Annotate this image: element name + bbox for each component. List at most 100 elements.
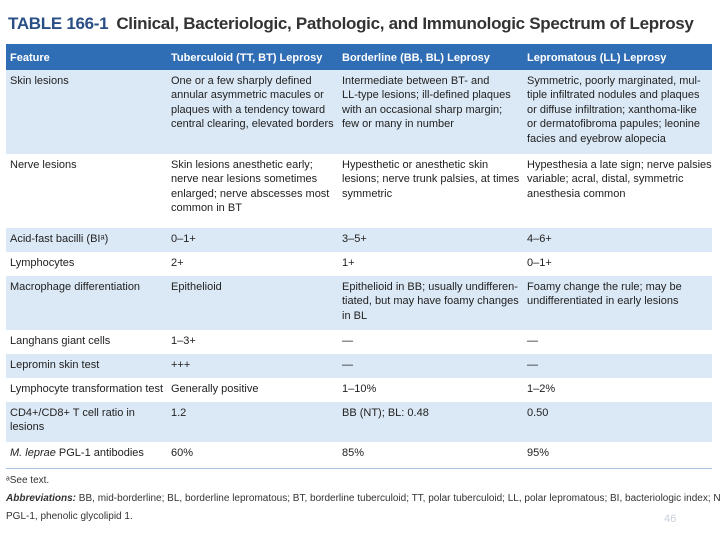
cell-line: nerve near lesions sometimes bbox=[171, 173, 318, 186]
table-cell: Acid-fast bacilli (BIᵃ) bbox=[10, 232, 108, 246]
cell-line: +++ bbox=[171, 359, 191, 371]
table-cell: 0–1+ bbox=[171, 232, 196, 246]
cell-line: Epithelioid bbox=[171, 281, 222, 293]
table-cell: 1+ bbox=[342, 256, 355, 270]
cell-line: plaques with a tendency toward bbox=[171, 103, 326, 116]
table-row: Lepromin skin test +++ — — bbox=[6, 354, 712, 379]
table-cell: Foamy change the rule; may be undifferent… bbox=[527, 280, 682, 309]
table-cell: 0.50 bbox=[527, 406, 548, 420]
table-cell: 95% bbox=[527, 446, 549, 460]
cell-line: Acid-fast bacilli (BIᵃ) bbox=[10, 233, 109, 245]
cell-line: Lymphocyte transformation test bbox=[10, 383, 164, 395]
table-cell: Generally positive bbox=[171, 382, 258, 396]
abbreviations-text: PGL-1, phenolic glycolipid 1. bbox=[6, 511, 133, 522]
table-row: CD4+/CD8+ T cell ratio in lesions 1.2 BB (N… bbox=[6, 402, 712, 443]
cell-line: central clearing, elevated borders bbox=[171, 118, 334, 131]
table-cell: 60% bbox=[171, 446, 193, 460]
footnote: ᵃSee text. bbox=[6, 475, 50, 486]
abbreviations-label: Abbreviations: bbox=[6, 493, 77, 504]
table-cell: CD4+/CD8+ T cell ratio in lesions bbox=[10, 406, 135, 435]
title-text: Clinical, Bacteriologic, Pathologic, and… bbox=[116, 14, 694, 33]
cell-line: Epithelioid in BB; usually undifferen- bbox=[342, 281, 518, 293]
table-cell: Epithelioid bbox=[171, 280, 222, 294]
cell-line: 4–6+ bbox=[527, 233, 552, 245]
cell-line: with an occasional sharp margin; bbox=[342, 103, 503, 116]
table-cell: Intermediate between BT- and LL-type lesi… bbox=[342, 74, 511, 132]
table-row: M. leprae PGL-1 antibodies 60% 85% 95% bbox=[6, 442, 712, 469]
table-row: Langhans giant cells 1–3+ — — bbox=[6, 330, 712, 355]
table-cell: — bbox=[342, 334, 353, 348]
table-row: Nerve lesions Skin lesions anesthetic ear… bbox=[6, 154, 712, 229]
table-cell: Hypesthetic or anesthetic skin lesions; n… bbox=[342, 158, 519, 201]
cell-line: variable; acral, distal, symmetric bbox=[527, 173, 684, 186]
table-cell: 1–3+ bbox=[171, 334, 196, 348]
cell-line: Lymphocytes bbox=[10, 257, 75, 269]
table-cell: — bbox=[527, 334, 538, 348]
cell-line: — bbox=[342, 335, 353, 347]
cell-line: enlarged; nerve abscesses most bbox=[171, 187, 330, 200]
cell-line: 1–10% bbox=[342, 383, 377, 395]
cell-line: 0–1+ bbox=[527, 257, 552, 269]
cell-line: — bbox=[527, 335, 538, 347]
cell-line: 1–3+ bbox=[171, 335, 196, 347]
cell-line: — bbox=[527, 359, 538, 371]
cell-line: Symmetric, poorly marginated, mul- bbox=[527, 75, 701, 87]
cell-line: Langhans giant cells bbox=[10, 335, 111, 347]
cell-line: Hypesthesia a late sign; nerve palsies bbox=[527, 159, 712, 171]
cell-line: One or a few sharply defined bbox=[171, 75, 312, 87]
page-number: 46 bbox=[664, 513, 677, 525]
cell-line: 1.2 bbox=[171, 407, 187, 419]
cell-line: M. leprae PGL-1 antibodies bbox=[10, 447, 144, 459]
cell-line: or diffuse infiltration; xanthoma-like bbox=[527, 103, 697, 116]
table-cell: Lymphocyte transformation test bbox=[10, 382, 163, 396]
cell-line: lesions; nerve trunk palsies, at times bbox=[342, 173, 520, 186]
table-cell: 3–5+ bbox=[342, 232, 367, 246]
cell-line: Intermediate between BT- and bbox=[342, 75, 490, 87]
cell-line: 0.50 bbox=[527, 407, 549, 419]
cell-line: lesions bbox=[10, 421, 45, 434]
table-cell: Nerve lesions bbox=[10, 158, 77, 172]
cell-line: tiple infiltrated nodules and plaques bbox=[527, 89, 700, 102]
cell-line: common in BT bbox=[171, 202, 242, 215]
table-cell: — bbox=[342, 358, 353, 372]
title-label: TABLE 166-1 bbox=[8, 14, 109, 33]
table-cell: Epithelioid in BB; usually undifferen-ti… bbox=[342, 280, 519, 323]
cell-line: Skin lesions bbox=[10, 75, 69, 87]
cell-line: annular asymmetric macules or bbox=[171, 89, 324, 102]
cell-line: CD4+/CD8+ T cell ratio in bbox=[10, 407, 135, 419]
cell-line: symmetric bbox=[342, 187, 393, 200]
cell-line: Macrophage differentiation bbox=[10, 281, 141, 293]
column-header: Borderline (BB, BL) Leprosy bbox=[342, 52, 490, 64]
table-row: Lymphocyte transformation test Generally … bbox=[6, 378, 712, 403]
cell-line: or dermatofibroma papules; leonine bbox=[527, 118, 701, 131]
table-cell: Symmetric, poorly marginated, mul-tiple … bbox=[527, 74, 701, 146]
cell-line: Nerve lesions bbox=[10, 159, 77, 171]
cell-line: anesthesia common bbox=[527, 187, 626, 200]
cell-line: 2+ bbox=[171, 257, 184, 269]
cell-line: tiated, but may have foamy changes bbox=[342, 295, 519, 308]
cell-line: 0–1+ bbox=[171, 233, 196, 245]
table-cell: Skin lesions bbox=[10, 74, 69, 88]
cell-line: Generally positive bbox=[171, 383, 259, 395]
table-row: Acid-fast bacilli (BIᵃ) 0–1+ 3–5+ 4–6+ bbox=[6, 228, 712, 253]
table-cell: One or a few sharply defined annular asym… bbox=[171, 74, 334, 132]
table-cell: Skin lesions anesthetic early; nerve near… bbox=[171, 158, 329, 216]
table-cell: 1–10% bbox=[342, 382, 376, 396]
table-cell: 0–1+ bbox=[527, 256, 552, 270]
cell-line: 1–2% bbox=[527, 383, 556, 395]
table-cell: — bbox=[527, 358, 538, 372]
table-cell: Lepromin skin test bbox=[10, 358, 99, 372]
table-cell: Hypesthesia a late sign; nerve palsies va… bbox=[527, 158, 712, 201]
column-header: Lepromatous (LL) Leprosy bbox=[527, 52, 667, 64]
table-cell: Macrophage differentiation bbox=[10, 280, 140, 294]
table-cell: +++ bbox=[171, 358, 190, 372]
cell-line: Hypesthetic or anesthetic skin bbox=[342, 159, 489, 171]
cell-line: 85% bbox=[342, 447, 365, 459]
cell-line: BB (NT); BL: 0.48 bbox=[342, 407, 429, 419]
table-cell: 85% bbox=[342, 446, 364, 460]
cell-line: facies and eyebrow alopecia bbox=[527, 132, 666, 145]
cell-line: Lepromin skin test bbox=[10, 359, 100, 371]
table-cell: 1.2 bbox=[171, 406, 186, 420]
cell-line: 3–5+ bbox=[342, 233, 367, 245]
table-cell: M. leprae PGL-1 antibodies bbox=[10, 446, 144, 460]
